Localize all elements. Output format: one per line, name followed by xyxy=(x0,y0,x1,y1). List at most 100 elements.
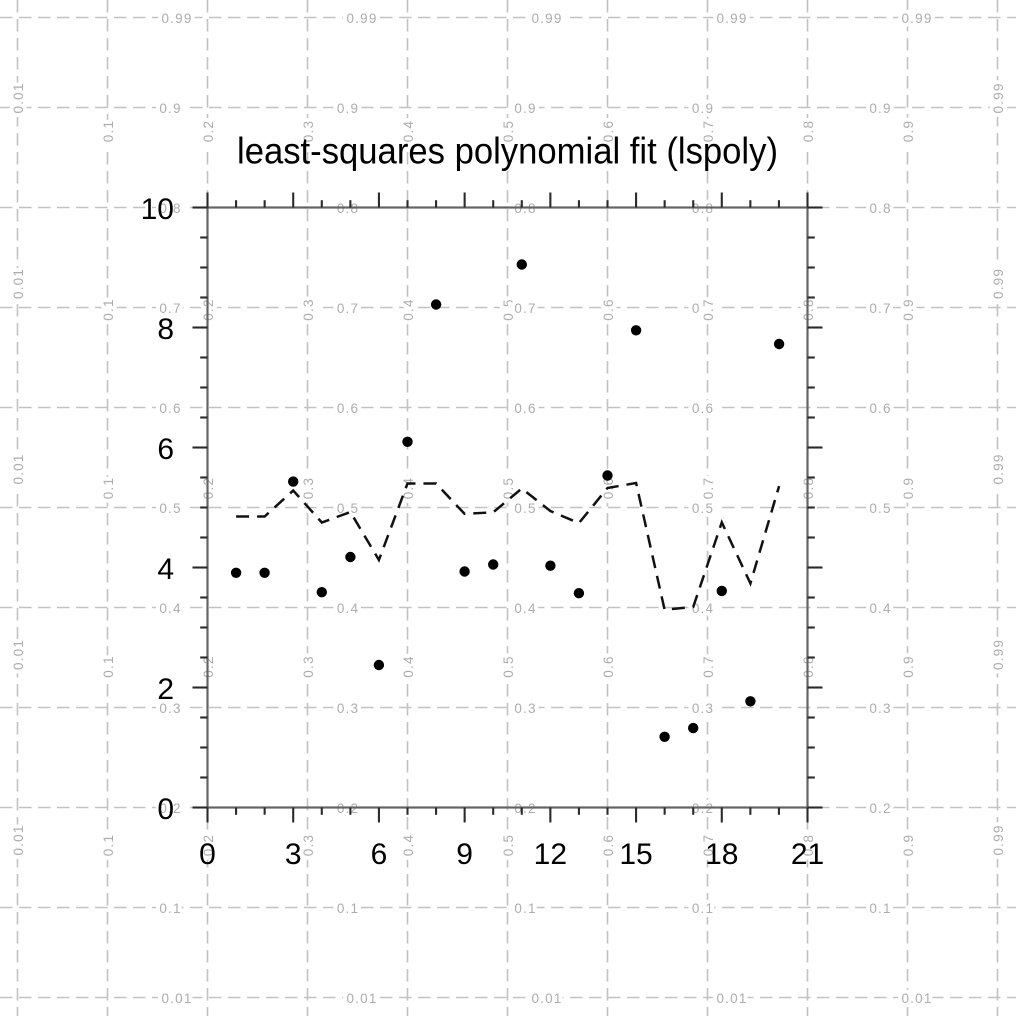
svg-text:least-squares polynomial fit (: least-squares polynomial fit (lspoly) xyxy=(237,130,778,172)
svg-text:0.5: 0.5 xyxy=(501,298,516,320)
svg-text:0.5: 0.5 xyxy=(337,501,359,516)
svg-text:0.4: 0.4 xyxy=(401,298,416,320)
svg-text:18: 18 xyxy=(705,838,738,871)
svg-text:0.99: 0.99 xyxy=(346,11,377,26)
svg-text:0.8: 0.8 xyxy=(801,834,816,856)
svg-text:0.7: 0.7 xyxy=(701,834,716,856)
svg-text:6: 6 xyxy=(371,838,388,871)
svg-text:0.2: 0.2 xyxy=(201,834,216,856)
svg-text:0.2: 0.2 xyxy=(869,801,891,816)
svg-text:0.5: 0.5 xyxy=(501,655,516,677)
svg-text:0.1: 0.1 xyxy=(101,298,116,320)
svg-text:0.6: 0.6 xyxy=(692,401,714,416)
svg-text:0.99: 0.99 xyxy=(991,824,1006,855)
svg-text:0.7: 0.7 xyxy=(514,301,536,316)
svg-text:0.5: 0.5 xyxy=(869,501,891,516)
svg-text:0.8: 0.8 xyxy=(869,201,891,216)
svg-text:0.3: 0.3 xyxy=(301,834,316,856)
svg-text:0.3: 0.3 xyxy=(692,701,714,716)
svg-text:0.4: 0.4 xyxy=(401,834,416,856)
svg-text:15: 15 xyxy=(619,838,652,871)
svg-text:0.99: 0.99 xyxy=(716,11,747,26)
svg-text:0.7: 0.7 xyxy=(869,301,891,316)
svg-text:0.4: 0.4 xyxy=(401,120,416,142)
svg-text:0.7: 0.7 xyxy=(692,301,714,316)
svg-text:0.3: 0.3 xyxy=(301,477,316,499)
svg-text:0.8: 0.8 xyxy=(801,120,816,142)
svg-text:0.1: 0.1 xyxy=(337,901,359,916)
svg-text:0.1: 0.1 xyxy=(869,901,891,916)
svg-text:9: 9 xyxy=(456,838,473,871)
svg-text:0.9: 0.9 xyxy=(159,101,181,116)
svg-text:0: 0 xyxy=(199,838,216,871)
svg-text:0.1: 0.1 xyxy=(159,901,181,916)
svg-text:6: 6 xyxy=(157,433,174,466)
svg-text:0.1: 0.1 xyxy=(101,477,116,499)
svg-text:0.4: 0.4 xyxy=(514,601,536,616)
svg-text:0.1: 0.1 xyxy=(101,834,116,856)
svg-text:0.9: 0.9 xyxy=(692,101,714,116)
svg-text:0.3: 0.3 xyxy=(301,298,316,320)
svg-text:0: 0 xyxy=(157,793,174,826)
svg-text:0.99: 0.99 xyxy=(991,453,1006,484)
svg-text:0.3: 0.3 xyxy=(301,120,316,142)
svg-text:0.01: 0.01 xyxy=(11,639,26,670)
svg-text:0.9: 0.9 xyxy=(901,298,916,320)
svg-text:0.3: 0.3 xyxy=(869,701,891,716)
svg-text:0.1: 0.1 xyxy=(692,901,714,916)
svg-text:0.4: 0.4 xyxy=(869,601,891,616)
svg-text:0.99: 0.99 xyxy=(161,11,192,26)
svg-text:0.1: 0.1 xyxy=(514,901,536,916)
svg-text:0.1: 0.1 xyxy=(101,120,116,142)
svg-text:0.7: 0.7 xyxy=(701,120,716,142)
svg-text:8: 8 xyxy=(157,313,174,346)
svg-text:0.6: 0.6 xyxy=(514,401,536,416)
svg-text:0.99: 0.99 xyxy=(991,82,1006,113)
svg-text:0.6: 0.6 xyxy=(601,120,616,142)
svg-text:0.01: 0.01 xyxy=(901,991,932,1006)
svg-text:0.9: 0.9 xyxy=(337,101,359,116)
svg-text:0.9: 0.9 xyxy=(514,101,536,116)
svg-text:0.5: 0.5 xyxy=(159,501,181,516)
svg-text:0.6: 0.6 xyxy=(337,401,359,416)
svg-text:0.7: 0.7 xyxy=(701,298,716,320)
svg-text:0.6: 0.6 xyxy=(601,298,616,320)
svg-text:0.5: 0.5 xyxy=(501,834,516,856)
svg-text:0.5: 0.5 xyxy=(514,501,536,516)
svg-text:0.1: 0.1 xyxy=(101,655,116,677)
svg-text:0.01: 0.01 xyxy=(11,82,26,113)
svg-text:0.01: 0.01 xyxy=(11,268,26,299)
svg-text:0.01: 0.01 xyxy=(11,824,26,855)
svg-text:0.8: 0.8 xyxy=(159,201,181,216)
svg-text:0.2: 0.2 xyxy=(159,801,181,816)
svg-text:0.01: 0.01 xyxy=(531,991,562,1006)
svg-text:0.6: 0.6 xyxy=(601,834,616,856)
svg-text:0.99: 0.99 xyxy=(991,268,1006,299)
svg-text:12: 12 xyxy=(534,838,567,871)
svg-text:0.5: 0.5 xyxy=(501,120,516,142)
svg-text:0.4: 0.4 xyxy=(337,601,359,616)
svg-text:0.01: 0.01 xyxy=(346,991,377,1006)
svg-text:0.01: 0.01 xyxy=(11,453,26,484)
svg-text:0.9: 0.9 xyxy=(901,834,916,856)
svg-text:0.7: 0.7 xyxy=(701,655,716,677)
svg-text:0.9: 0.9 xyxy=(869,101,891,116)
svg-text:0.9: 0.9 xyxy=(901,655,916,677)
svg-text:0.99: 0.99 xyxy=(991,639,1006,670)
svg-text:2: 2 xyxy=(157,673,174,706)
svg-text:21: 21 xyxy=(791,838,824,871)
svg-text:0.99: 0.99 xyxy=(531,11,562,26)
svg-text:0.4: 0.4 xyxy=(401,655,416,677)
svg-text:0.6: 0.6 xyxy=(601,655,616,677)
svg-text:0.3: 0.3 xyxy=(514,701,536,716)
svg-text:0.99: 0.99 xyxy=(901,11,932,26)
svg-text:0.9: 0.9 xyxy=(901,120,916,142)
svg-text:0.9: 0.9 xyxy=(901,477,916,499)
svg-text:0.6: 0.6 xyxy=(869,401,891,416)
svg-text:0.3: 0.3 xyxy=(337,701,359,716)
svg-text:4: 4 xyxy=(157,553,174,586)
svg-text:3: 3 xyxy=(285,838,302,871)
svg-text:0.3: 0.3 xyxy=(159,701,181,716)
svg-text:0.7: 0.7 xyxy=(337,301,359,316)
svg-text:0.5: 0.5 xyxy=(692,501,714,516)
